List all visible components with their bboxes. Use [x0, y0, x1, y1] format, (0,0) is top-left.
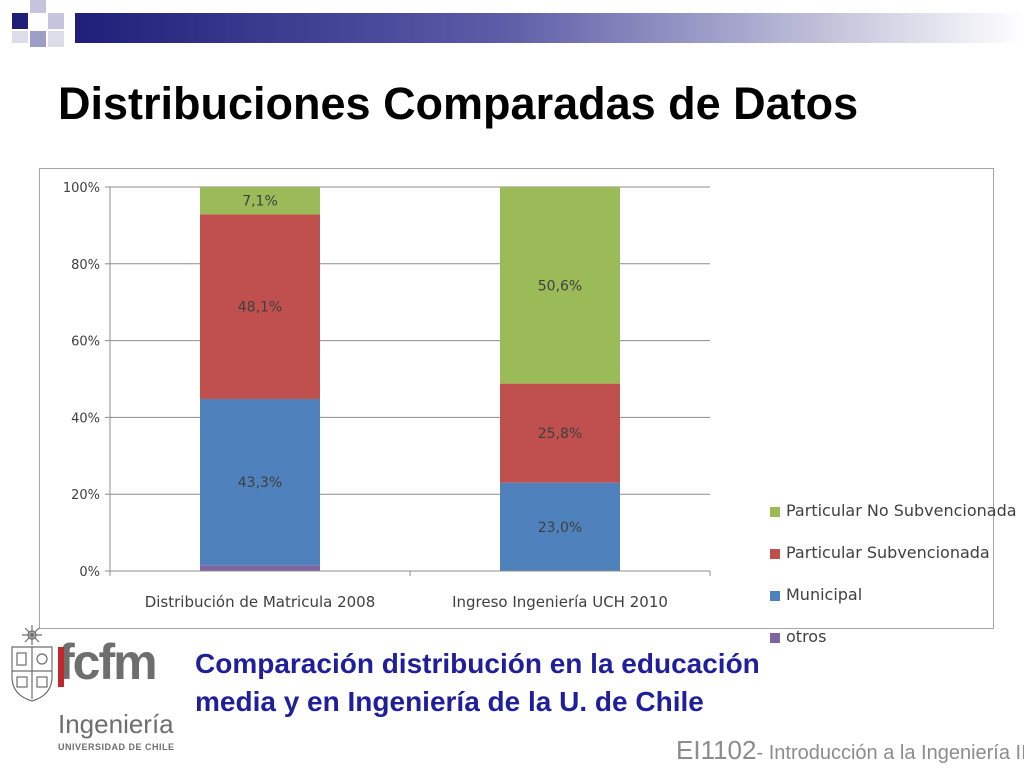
bar-segment — [200, 214, 320, 399]
header-gradient-band — [75, 13, 1024, 43]
course-footer: EI1102- Introducción a la Ingeniería II — [676, 735, 1024, 766]
caption-line-2: media y en Ingeniería de la U. de Chile — [195, 686, 704, 717]
legend-label: otros — [786, 627, 827, 646]
logo-mark: fcfm — [58, 634, 158, 690]
header-square-dark — [12, 13, 28, 29]
data-label: 25,8% — [538, 426, 582, 442]
y-tick-label: 80% — [71, 258, 100, 273]
y-tick-label: 0% — [79, 565, 100, 580]
y-tick-label: 40% — [71, 411, 100, 426]
legend-swatch — [770, 632, 780, 643]
legend-swatch — [770, 590, 780, 601]
header-square-light — [30, 0, 46, 13]
y-tick-label: 100% — [63, 181, 100, 196]
course-name: - Introducción a la Ingeniería II — [756, 742, 1024, 764]
bar-segment — [500, 187, 620, 384]
data-label: 43,3% — [238, 475, 282, 491]
slide-caption: Comparación distribución en la educación… — [195, 645, 995, 721]
y-tick-label: 60% — [71, 335, 100, 350]
university-seal-icon — [11, 625, 53, 702]
chart-area: 0% 20% 40% 60% 80% 100% 43,3% 48,1% 7,1% Distribu… — [39, 168, 1017, 646]
legend-item: otros — [770, 627, 826, 646]
stacked-bar-chart: 0% 20% 40% 60% 80% 100% 43,3% 48,1% 7,1% Distribu… — [63, 181, 711, 611]
bar-segment — [200, 565, 320, 571]
header-decoration — [0, 0, 1024, 60]
bar-segment — [500, 482, 620, 571]
logo-accent — [58, 647, 64, 687]
legend-item: Particular Subvencionada — [770, 543, 990, 562]
legend-swatch — [770, 506, 780, 517]
bar-segment — [200, 398, 320, 566]
x-tick-label: Ingreso Ingeniería UCH 2010 — [452, 593, 668, 611]
fcfm-logo: fcfm Ingeniería UNIVERSIDAD DE CHILE — [8, 625, 188, 760]
header-square-mid — [30, 31, 46, 47]
y-tick-label: 20% — [71, 488, 100, 503]
legend-label: Particular Subvencionada — [786, 543, 990, 562]
data-label: 50,6% — [538, 278, 582, 294]
legend-label: Municipal — [786, 585, 863, 604]
course-code: EI1102 — [676, 735, 757, 765]
slide-title: Distribuciones Comparadas de Datos — [58, 78, 859, 129]
data-label: 7,1% — [242, 194, 278, 210]
legend-item: Municipal — [770, 585, 862, 604]
bar-segment — [500, 383, 620, 483]
caption-line-1: Comparación distribución en la educación — [195, 648, 760, 679]
header-square-light — [12, 31, 28, 43]
legend-label: Particular No Subvencionada — [786, 501, 1017, 520]
data-label: 23,0% — [538, 520, 582, 536]
header-square-light — [48, 13, 64, 29]
logo-subtitle: Ingeniería — [58, 709, 174, 739]
legend-swatch — [770, 548, 780, 559]
data-label: 48,1% — [238, 300, 282, 316]
bar-segment — [200, 187, 320, 215]
legend-item: Particular No Subvencionada — [770, 501, 1017, 520]
logo-institution: UNIVERSIDAD DE CHILE — [58, 742, 175, 752]
x-tick-label: Distribución de Matricula 2008 — [145, 593, 376, 611]
header-square-light — [48, 31, 64, 47]
